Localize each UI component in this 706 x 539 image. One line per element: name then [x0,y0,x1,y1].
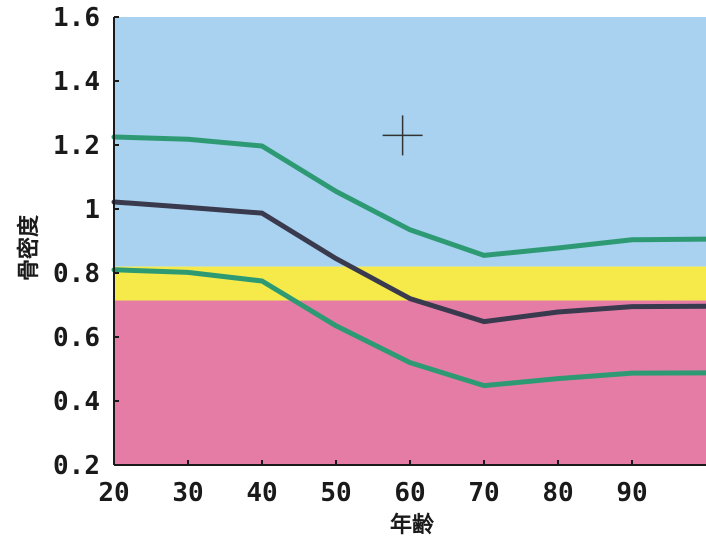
x-tick-label: 70 [468,478,499,508]
crosshair-marker [382,115,423,156]
zone-band-3 [114,300,706,465]
zone-band-2 [114,266,706,301]
x-tick-label: 30 [172,478,203,508]
x-tick-label: 40 [246,478,277,508]
y-tick-label: 1.6 [53,3,100,33]
y-tick-label: 1.4 [53,67,100,97]
series-line-1 [111,134,706,258]
series-line-3 [111,267,706,389]
x-tick-label: 60 [394,478,425,508]
y-tick-label: 0.6 [53,323,100,353]
axes [113,16,706,466]
x-tick-label: 50 [320,478,351,508]
y-tick-label: 1 [84,195,100,225]
y-tick-labels: 0.2 0.4 0.6 0.8 1 1.2 1.4 1.6 [53,3,100,481]
series-line-2 [111,199,706,325]
series-group [111,134,706,389]
y-tick-label: 1.2 [53,131,100,161]
x-tick-label: 80 [542,478,573,508]
y-axis-title: 骨密度 [16,214,42,281]
x-tick-labels: 20 30 40 50 60 70 80 90 [98,478,647,508]
y-tick-label: 0.8 [53,259,100,289]
y-tick-label: 0.4 [53,387,100,417]
zone-bands [114,17,706,465]
x-axis-title: 年齢 [390,512,435,538]
x-tick-label: 20 [98,478,129,508]
x-tick-label: 90 [616,478,647,508]
y-tick-label: 0.2 [53,451,100,481]
